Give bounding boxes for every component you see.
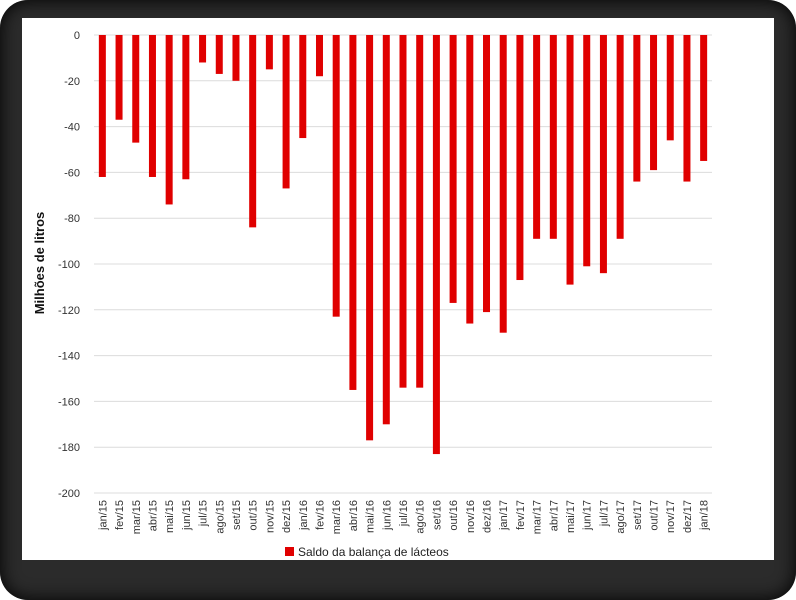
bar [700, 35, 708, 161]
x-tick-label: mai/17 [565, 500, 577, 533]
chart-panel: 0 -20 -40 -60 -80 -100 -120 -140 -160 -180 -200 ja… [22, 18, 774, 560]
x-tick-label: jun/16 [381, 500, 393, 531]
bar [599, 35, 607, 274]
x-tick-label: ago/15 [214, 500, 226, 534]
bar [366, 35, 374, 441]
legend-swatch [285, 547, 294, 556]
x-tick-label: jun/15 [181, 500, 193, 531]
bar [616, 35, 624, 239]
x-tick-label: mai/16 [365, 500, 377, 533]
x-tick-label: out/15 [248, 500, 260, 531]
x-tick-label: jan/16 [298, 500, 310, 531]
x-tick-label: set/15 [231, 500, 243, 530]
y-tick-label: -40 [64, 122, 80, 134]
bar [449, 35, 457, 303]
x-tick-label: mai/15 [164, 500, 176, 533]
bar [633, 35, 641, 182]
x-tick-label: fev/17 [515, 500, 527, 530]
bar [499, 35, 507, 333]
x-tick-label: nov/16 [465, 500, 477, 533]
x-tick-label: dez/17 [682, 500, 694, 533]
bar [516, 35, 524, 281]
x-tick-label: mar/15 [131, 500, 143, 534]
y-tick-label: -80 [64, 213, 80, 225]
y-tick-label: 0 [74, 30, 80, 42]
x-tick-label: abr/17 [548, 500, 560, 531]
x-tick-label: mar/16 [331, 500, 343, 534]
x-tick-label: jan/18 [699, 500, 711, 531]
bar [98, 35, 106, 177]
bar [432, 35, 440, 455]
bar [666, 35, 674, 141]
bar [315, 35, 323, 77]
bar [533, 35, 541, 239]
x-tick-label: jul/16 [398, 500, 410, 527]
x-tick-label: dez/16 [482, 500, 494, 533]
y-tick-label: -120 [58, 305, 80, 317]
bar [282, 35, 290, 189]
x-tick-label: jan/17 [498, 500, 510, 531]
x-tick-label: jul/15 [198, 500, 210, 527]
bar [399, 35, 407, 388]
x-tick-label: ago/17 [615, 500, 627, 534]
x-tick-label: ago/16 [415, 500, 427, 534]
bar [549, 35, 557, 239]
x-tick-label: abr/16 [348, 500, 360, 531]
bar [132, 35, 140, 143]
y-tick-label: -200 [58, 488, 80, 500]
bar [232, 35, 240, 81]
bar [249, 35, 257, 228]
y-tick-label: -20 [64, 76, 80, 88]
x-axis-ticks: jan/15 fev/15 mar/15 abr/15 mai/15 jun/15 jul/… [97, 500, 710, 534]
bar [466, 35, 474, 324]
x-tick-label: fev/16 [314, 500, 326, 530]
y-tick-label: -140 [58, 351, 80, 363]
x-tick-label: abr/15 [147, 500, 159, 531]
bar [265, 35, 273, 70]
bar [483, 35, 491, 313]
bar [382, 35, 390, 425]
bar [566, 35, 574, 285]
bar [182, 35, 190, 180]
legend-label: Saldo da balança de lácteos [298, 545, 449, 559]
x-tick-label: fev/15 [114, 500, 126, 530]
y-tick-label: -60 [64, 167, 80, 179]
x-tick-label: set/17 [632, 500, 644, 530]
x-tick-label: jan/15 [97, 500, 109, 531]
x-tick-label: jul/17 [598, 500, 610, 527]
y-tick-label: -100 [58, 259, 80, 271]
bar [416, 35, 424, 388]
legend: Saldo da balança de lácteos [285, 545, 449, 559]
bar [115, 35, 123, 120]
bar [332, 35, 340, 317]
x-tick-label: nov/15 [264, 500, 276, 533]
bar-chart: 0 -20 -40 -60 -80 -100 -120 -140 -160 -180 -200 ja… [32, 30, 712, 559]
bar [148, 35, 156, 177]
x-tick-label: nov/17 [665, 500, 677, 533]
bars [98, 35, 708, 455]
y-tick-label: -180 [58, 442, 80, 454]
x-tick-label: out/16 [448, 500, 460, 531]
y-axis-ticks: 0 -20 -40 -60 -80 -100 -120 -140 -160 -180 -200 [58, 30, 80, 500]
bar [199, 35, 207, 63]
bar [215, 35, 223, 74]
bar [299, 35, 307, 139]
y-tick-label: -160 [58, 396, 80, 408]
y-axis-label: Milhões de litros [32, 212, 47, 315]
x-tick-label: jun/17 [582, 500, 594, 531]
bar [583, 35, 591, 267]
bar [165, 35, 173, 205]
x-tick-label: dez/15 [281, 500, 293, 533]
x-tick-label: set/16 [431, 500, 443, 530]
bar [650, 35, 658, 171]
x-tick-label: mar/17 [532, 500, 544, 534]
x-tick-label: out/17 [649, 500, 661, 531]
bar [349, 35, 357, 390]
bar [683, 35, 691, 182]
